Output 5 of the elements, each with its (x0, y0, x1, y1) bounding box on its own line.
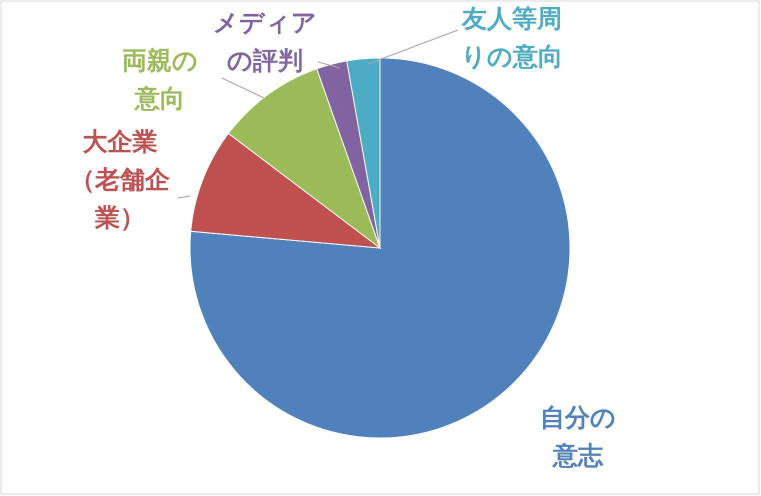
slice-label: 自分の意志 (539, 402, 617, 472)
slice-label: メディアの評判 (212, 7, 318, 77)
slice-label: 大企業（老舗企業） (69, 126, 171, 234)
slice-label: 友人等周りの意向 (460, 3, 564, 73)
slice-label: 両親の意向 (121, 45, 199, 115)
